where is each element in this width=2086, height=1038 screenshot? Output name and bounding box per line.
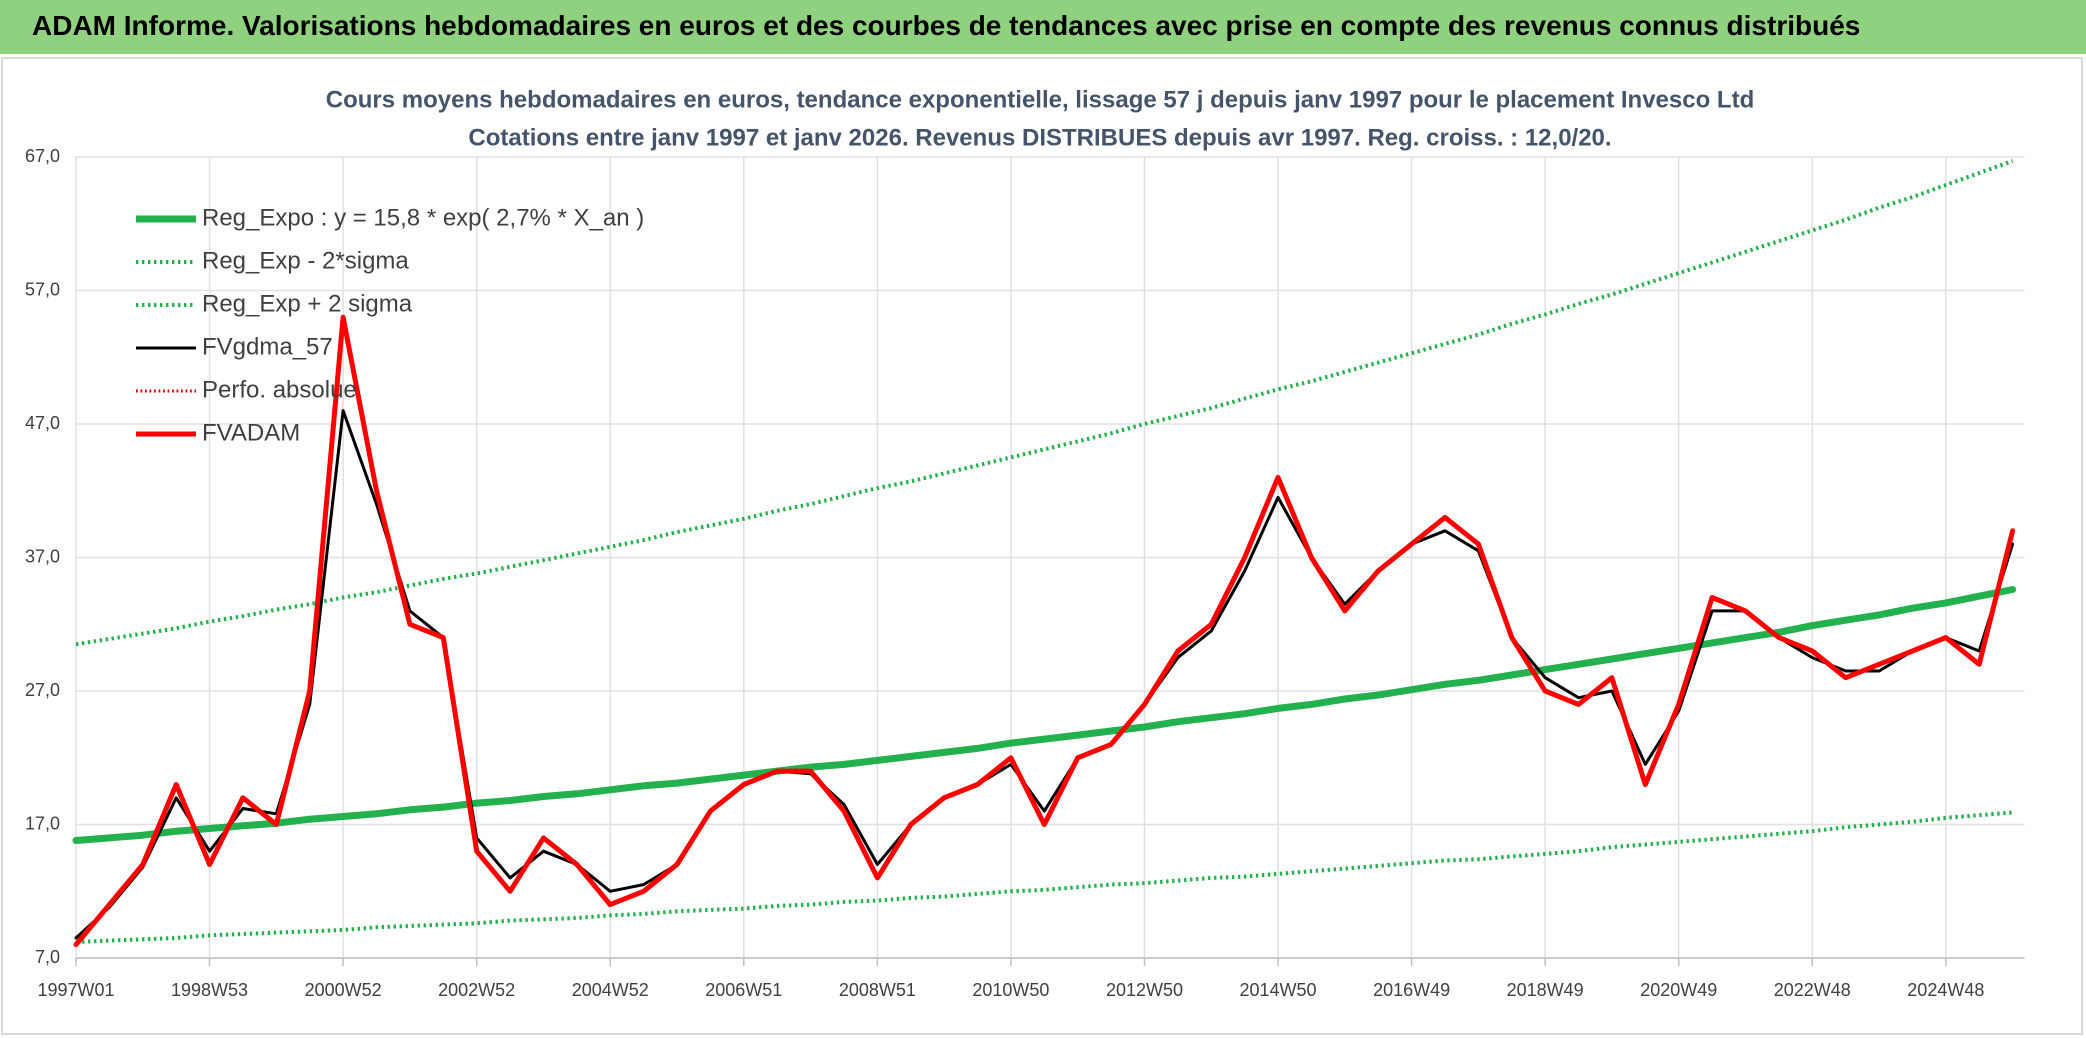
series-line (73, 314, 2016, 948)
x-tick-label: 2014W50 (1240, 980, 1317, 1000)
x-tick-label: 1998W53 (171, 980, 248, 1000)
series-line (72, 586, 2017, 844)
x-tick-label: 1997W01 (37, 980, 114, 1000)
x-tick-label: 2002W52 (438, 980, 515, 1000)
chart-subtitle: Cours moyens hebdomadaires en euros, ten… (326, 86, 1754, 113)
y-tick-label: 37,0 (25, 546, 60, 566)
series-line (74, 409, 2015, 940)
x-tick-label: 2000W52 (305, 980, 382, 1000)
y-tick-label: 67,0 (25, 146, 60, 166)
y-tick-label: 57,0 (25, 279, 60, 299)
page-title: ADAM Informe. Valorisations hebdomadaire… (32, 10, 1861, 41)
x-tick-label: 2018W49 (1507, 980, 1584, 1000)
series-line (75, 810, 2013, 944)
y-tick-label: 27,0 (25, 680, 60, 700)
x-tick-label: 2006W51 (705, 980, 782, 1000)
series-line (75, 159, 2014, 647)
x-tick-label: 2024W48 (1907, 980, 1984, 1000)
x-tick-label: 2022W48 (1774, 980, 1851, 1000)
legend-label: Reg_Exp + 2 sigma (202, 290, 413, 317)
legend-label: Reg_Expo : y = 15,8 * exp( 2,7% * X_an ) (202, 204, 644, 231)
legend-label: FVADAM (202, 419, 300, 446)
x-tick-label: 2020W49 (1640, 980, 1717, 1000)
y-tick-label: 47,0 (25, 413, 60, 433)
chart-subtitle: Cotations entre janv 1997 et janv 2026. … (468, 124, 1611, 151)
x-tick-label: 2008W51 (839, 980, 916, 1000)
chart-frame (1, 57, 2083, 1035)
legend-label: Reg_Exp - 2*sigma (202, 247, 409, 274)
y-tick-label: 7,0 (35, 947, 60, 967)
x-tick-label: 2010W50 (972, 980, 1049, 1000)
x-tick-label: 2004W52 (572, 980, 649, 1000)
legend-label: Perfo. absolue (202, 376, 357, 403)
title-bar: ADAM Informe. Valorisations hebdomadaire… (0, 0, 2086, 54)
legend-label: FVgdma_57 (202, 333, 333, 360)
x-tick-label: 2012W50 (1106, 980, 1183, 1000)
y-tick-label: 17,0 (25, 813, 60, 833)
chart: Cours moyens hebdomadaires en euros, ten… (1, 57, 2083, 1035)
x-tick-label: 2016W49 (1373, 980, 1450, 1000)
